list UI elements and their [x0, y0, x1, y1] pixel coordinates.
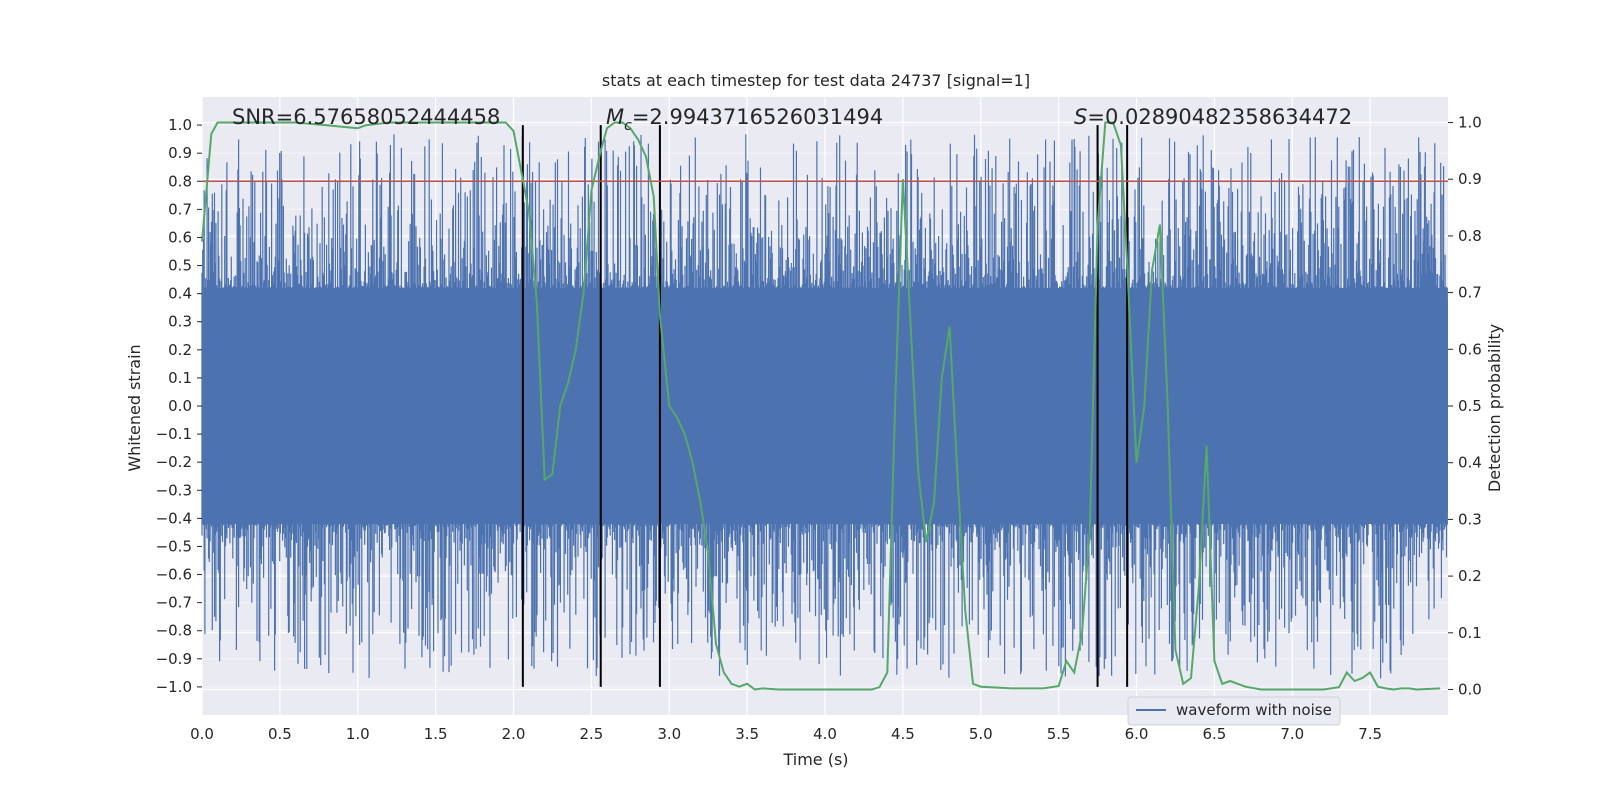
s-annotation: S=0.02890482358634472: [1074, 105, 1352, 129]
y-tick-label: −0.1: [156, 425, 192, 443]
y2-tick-label: 0.6: [1458, 340, 1482, 358]
series-line-detection-probability: [201, 121, 1441, 691]
x-tick-label: 3.5: [735, 725, 759, 743]
x-tick-label: 1.0: [346, 725, 370, 743]
y-tick-label: 0.8: [168, 172, 192, 190]
y2-axis-label: Detection probability: [1485, 324, 1504, 492]
y-axis-label: Whitened strain: [125, 344, 144, 471]
y-tick-label: −0.7: [156, 594, 192, 612]
y-tick-label: 0.3: [168, 313, 192, 331]
x-tick-label: 6.5: [1202, 725, 1226, 743]
y-tick-label: 0.2: [168, 341, 192, 359]
chirp-mass-annotation: Mc=2.9943716526031494: [606, 105, 883, 134]
y-tick-label: −0.4: [156, 509, 192, 527]
x-tick-label: 7.0: [1280, 725, 1304, 743]
x-tick-label: 0.0: [190, 725, 214, 743]
snr-annotation: SNR=6.57658052444458: [232, 105, 500, 129]
y-tick-label: −0.2: [156, 453, 192, 471]
y2-tick-label: 0.0: [1458, 680, 1482, 698]
x-tick-label: 7.5: [1358, 725, 1382, 743]
y-tick-label: 0.0: [168, 397, 192, 415]
chart-title: stats at each timestep for test data 247…: [602, 71, 1030, 90]
x-tick-label: 4.0: [813, 725, 837, 743]
y-tick-label: −0.5: [156, 537, 192, 555]
x-tick-label: 1.5: [424, 725, 448, 743]
s-value: =0.02890482358634472: [1087, 105, 1352, 129]
y-tick-label: −0.8: [156, 622, 192, 640]
x-axis-label: Time (s): [782, 750, 848, 769]
legend-box: [1127, 696, 1341, 726]
y-tick-label: 0.5: [168, 257, 192, 275]
y2-tick-label: 0.5: [1458, 397, 1482, 415]
y-tick-label: −0.6: [156, 566, 192, 584]
y2-tick-label: 0.3: [1458, 510, 1482, 528]
x-tick-label: 5.0: [969, 725, 993, 743]
x-tick-label: 5.5: [1047, 725, 1071, 743]
x-tick-labels: 0.0 0.5 1.0 1.5 2.0 2.5 3.0 3.5 4.0 4.5 5.0 5.5 6.0 6…: [190, 725, 1382, 743]
y2-tick-label: 1.0: [1458, 114, 1482, 132]
waveform-line: [201, 134, 1448, 679]
y-tick-label: 0.9: [168, 144, 192, 162]
y-tick-label: 0.6: [168, 228, 192, 246]
y2-tick-label: 0.9: [1458, 170, 1482, 188]
y2-tick-label: 0.2: [1458, 567, 1482, 585]
x-tick-label: 3.0: [657, 725, 681, 743]
y2-tick-label: 0.1: [1458, 624, 1482, 642]
x-tick-label: 2.0: [502, 725, 526, 743]
x-tick-label: 0.5: [268, 725, 292, 743]
y-tick-labels: 1.0 0.9 0.8 0.7 0.6 0.5 0.4 0.3 0.2 0.1 0.0 −0.1 −0.…: [156, 116, 202, 696]
chirp-mass-subscript: c: [624, 118, 632, 134]
x-tick-label: 4.5: [891, 725, 915, 743]
y-tick-label: 0.7: [168, 200, 192, 218]
chirp-mass-value: =2.9943716526031494: [632, 105, 883, 129]
s-symbol: S: [1074, 105, 1087, 129]
y2-tick-label: 0.4: [1458, 454, 1482, 472]
y-tick-label: −0.9: [156, 650, 192, 668]
waveform-series: [201, 134, 1448, 679]
y2-tick-label: 0.7: [1458, 284, 1482, 302]
x-tick-label: 2.5: [579, 725, 603, 743]
x-tick-label: 6.0: [1125, 725, 1149, 743]
y2-tick-labels: 1.0 0.9 0.8 0.7 0.6 0.5 0.4 0.3 0.2 0.1 0.0: [1448, 114, 1482, 698]
y-tick-label: 0.4: [168, 285, 192, 303]
y-tick-label: −0.3: [156, 481, 192, 499]
legend: waveform with noise: [1127, 696, 1341, 726]
y-tick-label: 0.1: [168, 369, 192, 387]
legend-entry: waveform with noise: [1176, 701, 1332, 719]
y-tick-label: 1.0: [168, 116, 192, 134]
y-tick-label: −1.0: [156, 678, 192, 696]
chirp-mass-symbol: M: [606, 105, 624, 129]
y2-tick-label: 0.8: [1458, 227, 1482, 245]
